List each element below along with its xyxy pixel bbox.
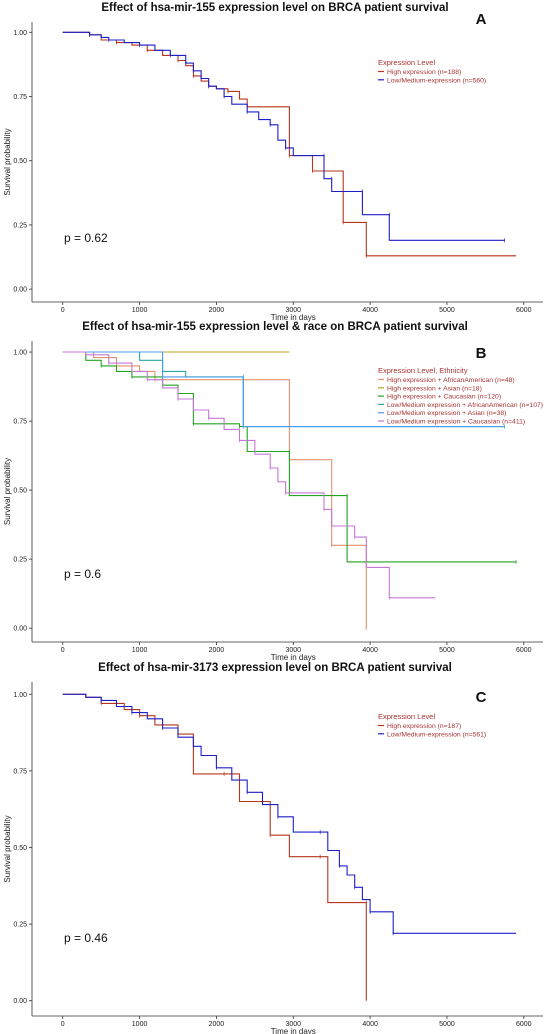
x-tick-label: 1000 [132,647,148,654]
x-tick-label: 0 [61,1021,65,1028]
y-axis-label: Survival probability [3,815,12,882]
legend-entry: Low/Medium-expression (n=560) [387,77,486,84]
x-tick-label: 5000 [439,1021,455,1028]
legend-entry: High expression (n=187) [387,723,461,730]
panel-letter: A [476,11,487,28]
y-axis-label: Survival probability [3,458,12,525]
legend-entry: Low/Medium-expression (n=561) [387,731,486,738]
legend-entry: High expression + Caucasian (n=120) [387,394,501,401]
survival-curve [62,31,517,257]
x-axis-label: Time in days [271,653,316,662]
x-axis-label: Time in days [271,313,316,322]
x-axis-label: Time in days [271,1027,316,1034]
y-tick-label: 0.50 [13,845,27,852]
y-tick-label: 1.00 [13,30,27,37]
p-value: p = 0.46 [64,931,108,945]
y-tick-label: 0.00 [13,287,27,294]
survival-curve [62,693,517,934]
x-tick-label: 4000 [362,1021,378,1028]
survival-curve [62,351,367,629]
survival-curve [62,351,436,599]
y-tick-label: 0.75 [13,94,27,101]
x-tick-label: 6000 [516,647,532,654]
x-tick-label: 4000 [362,647,378,654]
legend-title: Expression Level [378,712,435,721]
y-axis-label: Survival probability [3,128,12,195]
y-tick-label: 0.25 [13,222,27,229]
x-tick-label: 6000 [516,307,532,314]
y-tick-label: 0.75 [13,419,27,426]
survival-panel-c: Effect of hsa-mir-3173 expression level … [3,662,543,1034]
y-tick-label: 0.25 [13,922,27,929]
panel-letter: B [476,345,487,362]
chart-title: Effect of hsa-mir-155 expression level &… [82,321,468,333]
survival-curve [62,351,505,428]
x-tick-label: 6000 [516,1021,532,1028]
legend-entry: Low/Medium expression + AfricanAmerican … [387,402,543,409]
x-tick-label: 0 [61,647,65,654]
y-tick-label: 0.50 [13,158,27,165]
legend-title: Expression Level, Ethnicity [378,366,468,375]
legend-entry: High expression (n=188) [387,69,461,76]
survival-curve [62,31,505,241]
y-tick-label: 0.25 [13,557,27,564]
legend-entry: Low/Medium expression + Asian (n=38) [387,410,506,417]
x-tick-label: 2000 [209,647,225,654]
survival-curve [62,693,367,1001]
legend-title: Expression Level [378,58,435,67]
x-tick-label: 2000 [209,307,225,314]
x-tick-label: 5000 [439,647,455,654]
survival-panel-a: Effect of hsa-mir-155 expression level o… [3,2,543,322]
x-tick-label: 5000 [439,307,455,314]
x-tick-label: 4000 [362,307,378,314]
panel-letter: C [476,689,487,706]
x-tick-label: 1000 [132,307,148,314]
x-tick-label: 3000 [285,647,301,654]
y-tick-label: 1.00 [13,692,27,699]
x-tick-label: 2000 [209,1021,225,1028]
y-tick-label: 0.00 [13,998,27,1005]
legend-entry: Low/Medium expression + Caucasian (n=411… [387,419,525,426]
x-tick-label: 1000 [132,1021,148,1028]
chart-title: Effect of hsa-mir-155 expression level o… [101,2,448,14]
legend-entry: High expression + AfricanAmerican (n=48) [387,377,515,384]
x-tick-label: 0 [61,307,65,314]
y-tick-label: 0.00 [13,626,27,633]
y-tick-label: 1.00 [13,350,27,357]
chart-title: Effect of hsa-mir-3173 expression level … [98,662,452,674]
legend-entry: High expression + Asian (n=18) [387,385,482,392]
p-value: p = 0.62 [64,231,108,245]
p-value: p = 0.6 [64,567,101,581]
y-tick-label: 0.75 [13,768,27,775]
y-tick-label: 0.50 [13,488,27,495]
x-tick-label: 3000 [285,307,301,314]
x-tick-label: 3000 [285,1021,301,1028]
survival-panel-b: Effect of hsa-mir-155 expression level &… [3,321,543,662]
